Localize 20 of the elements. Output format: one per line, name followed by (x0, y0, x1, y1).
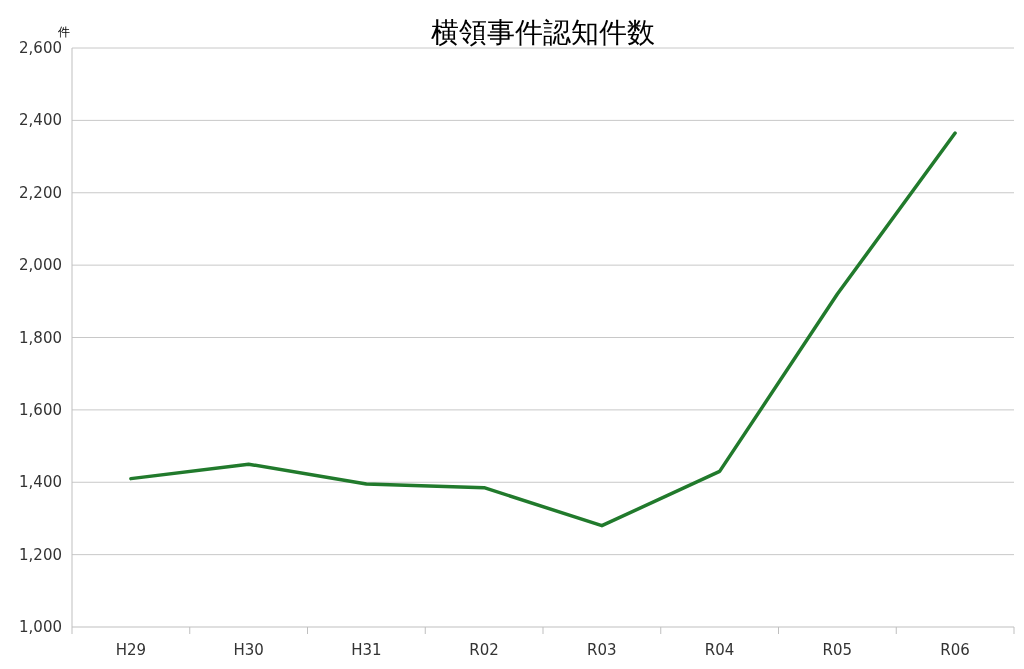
y-tick-label: 1,400 (19, 473, 62, 492)
y-tick-label: 1,200 (19, 545, 62, 564)
y-tick-label: 2,600 (19, 39, 62, 57)
y-axis-title: 件 (58, 25, 70, 39)
x-tick-label: R05 (822, 641, 853, 659)
y-tick-label: 2,400 (19, 111, 62, 130)
x-tick-label: R03 (587, 641, 617, 659)
y-tick-label: 1,000 (19, 618, 62, 636)
x-tick-label: R04 (704, 641, 735, 659)
chart-title: 横領事件認知件数 (431, 16, 655, 49)
y-tick-label: 2,200 (19, 183, 62, 202)
x-tick-label: H31 (351, 641, 382, 659)
y-tick-label: 1,800 (19, 328, 62, 347)
line-series (129, 131, 957, 528)
x-tick-label: R06 (940, 641, 970, 659)
y-tick-label: 2,000 (19, 256, 62, 275)
y-tick-label: 1,600 (19, 400, 62, 419)
x-tick-label: R02 (469, 641, 499, 659)
x-tick-label: H30 (233, 641, 264, 659)
x-tick-label: H29 (115, 641, 147, 659)
